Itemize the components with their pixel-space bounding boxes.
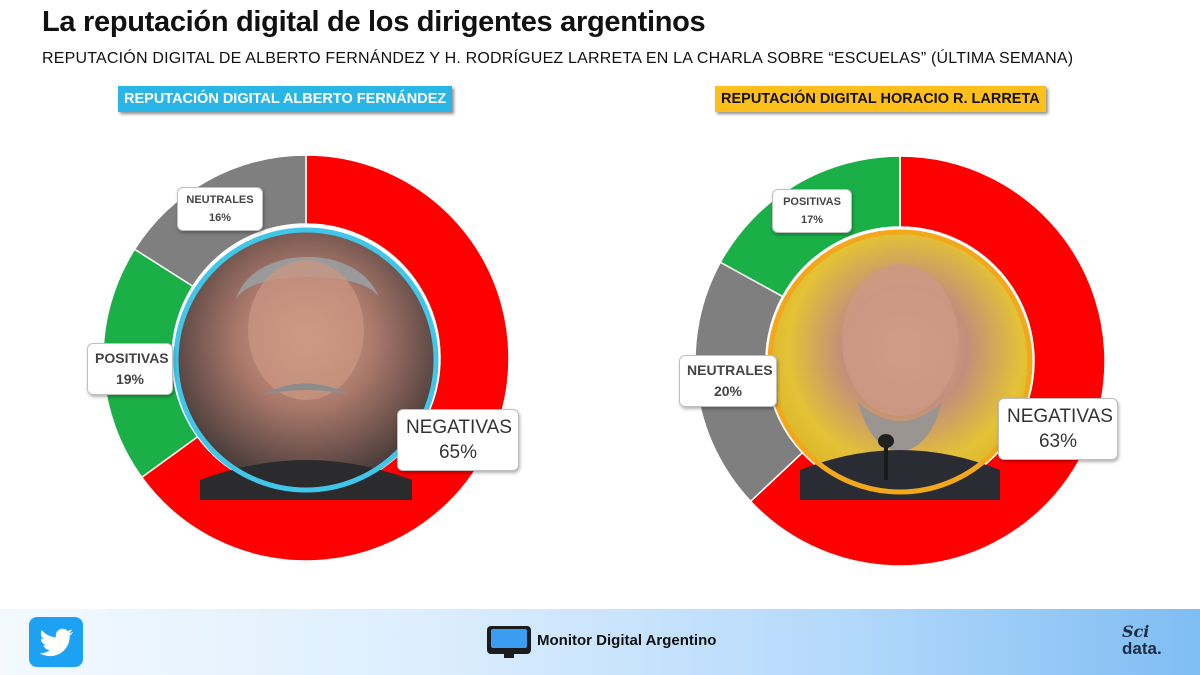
- chart-title-fernandez: REPUTACIÓN DIGITAL ALBERTO FERNÁNDEZ: [118, 86, 453, 112]
- callout-larreta-neutrales: NEUTRALES 20%: [679, 355, 777, 407]
- callout-value: 65%: [438, 442, 478, 463]
- logo-line-2: data.: [1122, 639, 1162, 658]
- footer-bar: [0, 609, 1200, 675]
- page-title: La reputación digital de los dirigentes …: [42, 6, 706, 38]
- callout-value: 17%: [800, 214, 824, 226]
- page-subtitle: REPUTACIÓN DIGITAL DE ALBERTO FERNÁNDEZ …: [42, 50, 1074, 67]
- callout-value: 63%: [1038, 431, 1078, 452]
- callout-label: NEGATIVAS: [1007, 406, 1113, 427]
- callout-value: 19%: [115, 371, 145, 387]
- callout-label: NEGATIVAS: [406, 417, 512, 438]
- callout-label: NEUTRALES: [186, 194, 254, 206]
- callout-label: POSITIVAS: [95, 350, 169, 366]
- brand: Monitor Digital Argentino: [487, 623, 717, 658]
- callout-fernandez-neutrales: NEUTRALES 16%: [177, 187, 263, 231]
- logo-line-1: Sci: [1122, 622, 1150, 641]
- donut-slice-larreta-negativas: [749, 155, 1106, 567]
- callout-label: NEUTRALES: [687, 362, 773, 378]
- twitter-bird-icon: [39, 628, 74, 657]
- callout-larreta-positivas: POSITIVAS 17%: [772, 189, 852, 233]
- chart-title-larreta: REPUTACIÓN DIGITAL HORACIO R. LARRETA: [715, 86, 1046, 112]
- photo-larreta: [767, 229, 1033, 500]
- callout-value: 20%: [713, 383, 743, 399]
- twitter-icon[interactable]: [29, 617, 83, 667]
- callout-fernandez-positivas: POSITIVAS 19%: [87, 343, 173, 395]
- brand-name: Monitor Digital Argentino: [537, 631, 717, 649]
- callout-fernandez-negativas: NEGATIVAS 65%: [397, 409, 519, 471]
- callout-value: 16%: [208, 212, 232, 224]
- callout-label: POSITIVAS: [783, 196, 841, 208]
- photo-fernandez: [173, 227, 439, 500]
- scidata-logo: Sci data.: [1118, 622, 1178, 666]
- callout-larreta-negativas: NEGATIVAS 63%: [998, 398, 1118, 460]
- monitor-icon: [487, 626, 531, 658]
